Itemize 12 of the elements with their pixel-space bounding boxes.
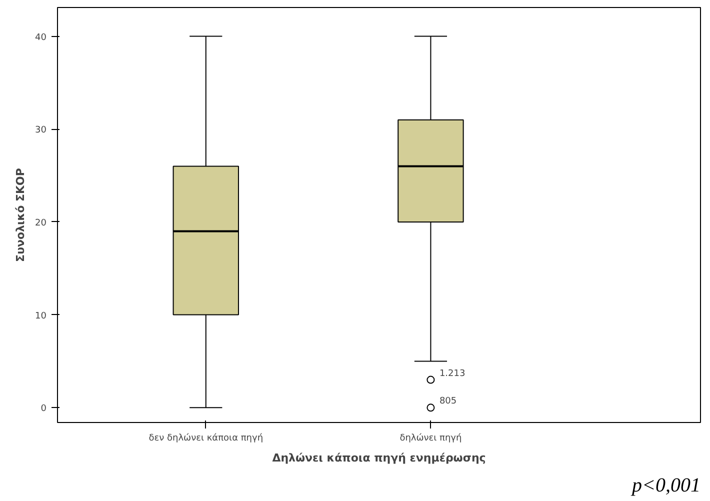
text: p<0,001 <box>630 474 701 496</box>
y-axis-title: Συνολικό ΣΚΟΡ <box>14 168 28 262</box>
y-tick-label: 0 <box>40 404 47 414</box>
y-tick-label: 40 <box>35 32 47 43</box>
x-tick-label: δηλώνει πηγή <box>400 432 462 444</box>
y-tick-label: 30 <box>35 126 47 136</box>
y-tick-label: 20 <box>35 218 47 228</box>
x-tick-label: δεν δηλώνει κάποια πηγή <box>148 432 264 444</box>
y-tick-label: 10 <box>35 311 47 322</box>
annotation: 805 <box>439 396 457 407</box>
x-axis-title: Δηλώνει κάποια πηγή ενημέρωσης <box>272 452 486 464</box>
annotation: 1.213 <box>439 368 466 379</box>
